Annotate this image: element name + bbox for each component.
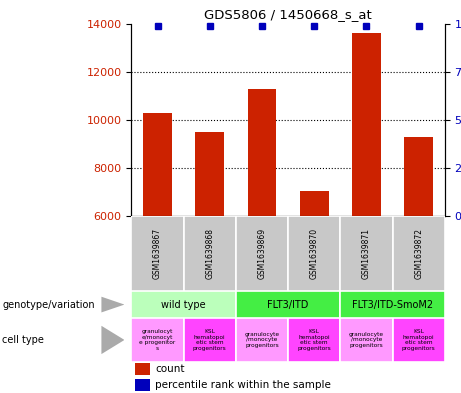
Bar [236,318,288,362]
Bar [393,216,445,291]
Bar [352,33,381,216]
Text: granulocyt
e/monocyt
e progenitor
s: granulocyt e/monocyt e progenitor s [139,329,176,351]
Bar [236,291,340,318]
Bar [236,216,288,291]
Text: KSL
hematopoi
etic stem
progenitors: KSL hematopoi etic stem progenitors [193,329,227,351]
Text: FLT3/ITD: FLT3/ITD [267,299,309,310]
Text: KSL
hematopoi
etic stem
progenitors: KSL hematopoi etic stem progenitors [297,329,331,351]
Text: GSM1639872: GSM1639872 [414,228,423,279]
Text: FLT3/ITD-SmoM2: FLT3/ITD-SmoM2 [352,299,433,310]
Bar [183,216,236,291]
Text: GSM1639869: GSM1639869 [258,228,266,279]
Text: cell type: cell type [2,335,44,345]
Polygon shape [101,326,124,354]
Text: GSM1639868: GSM1639868 [205,228,214,279]
Bar [131,318,183,362]
Bar [340,318,393,362]
Bar [340,291,445,318]
Text: granulocyte
/monocyte
progenitors: granulocyte /monocyte progenitors [244,332,279,348]
Text: GSM1639867: GSM1639867 [153,228,162,279]
Bar [131,291,236,318]
Bar [288,216,340,291]
Bar [131,216,183,291]
Bar [288,318,340,362]
Text: granulocyte
/monocyte
progenitors: granulocyte /monocyte progenitors [349,332,384,348]
Text: percentile rank within the sample: percentile rank within the sample [155,380,331,390]
Bar [135,379,150,391]
Bar [340,216,393,291]
Bar [195,132,224,216]
Bar [404,137,433,216]
Text: KSL
hematopoi
etic stem
progenitors: KSL hematopoi etic stem progenitors [402,329,436,351]
Text: count: count [155,364,184,375]
Text: GSM1639871: GSM1639871 [362,228,371,279]
Bar [393,318,445,362]
Title: GDS5806 / 1450668_s_at: GDS5806 / 1450668_s_at [204,8,372,21]
Text: wild type: wild type [161,299,206,310]
Bar [248,88,276,216]
Bar [300,191,329,216]
Bar [183,318,236,362]
Bar [143,113,172,216]
Text: GSM1639870: GSM1639870 [310,228,319,279]
Polygon shape [101,297,124,312]
Bar [135,364,150,375]
Text: genotype/variation: genotype/variation [2,299,95,310]
